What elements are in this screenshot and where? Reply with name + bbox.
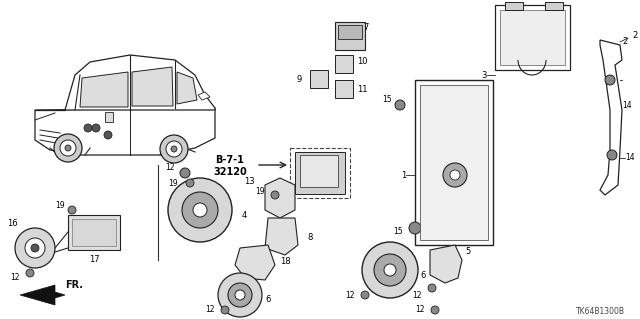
Polygon shape bbox=[265, 218, 298, 255]
Bar bbox=[310, 70, 328, 88]
Text: 2: 2 bbox=[632, 32, 637, 41]
Circle shape bbox=[31, 244, 39, 252]
Circle shape bbox=[362, 242, 418, 298]
Circle shape bbox=[607, 150, 617, 160]
Circle shape bbox=[26, 269, 34, 277]
Text: 12: 12 bbox=[10, 273, 20, 283]
Circle shape bbox=[395, 100, 405, 110]
Circle shape bbox=[193, 203, 207, 217]
Circle shape bbox=[409, 222, 421, 234]
Polygon shape bbox=[430, 245, 462, 283]
Circle shape bbox=[186, 179, 194, 187]
Circle shape bbox=[605, 75, 615, 85]
Text: 2: 2 bbox=[622, 38, 627, 47]
Bar bbox=[338, 25, 362, 39]
Circle shape bbox=[160, 135, 188, 163]
Bar bbox=[105, 112, 113, 122]
Bar bbox=[500, 10, 565, 65]
Circle shape bbox=[92, 124, 100, 132]
Circle shape bbox=[54, 134, 82, 162]
Circle shape bbox=[15, 228, 55, 268]
Circle shape bbox=[84, 124, 92, 132]
Text: 4: 4 bbox=[242, 211, 247, 219]
Circle shape bbox=[68, 206, 76, 214]
Circle shape bbox=[374, 254, 406, 286]
Bar bbox=[420, 85, 488, 240]
Circle shape bbox=[104, 131, 112, 139]
Circle shape bbox=[25, 238, 45, 258]
Circle shape bbox=[428, 284, 436, 292]
Text: 17: 17 bbox=[89, 256, 99, 264]
Text: 12: 12 bbox=[415, 306, 425, 315]
Polygon shape bbox=[198, 92, 210, 100]
Bar bbox=[415, 80, 493, 245]
Text: 9: 9 bbox=[297, 75, 302, 84]
Text: 6: 6 bbox=[420, 271, 426, 279]
Polygon shape bbox=[265, 178, 295, 218]
Circle shape bbox=[168, 178, 232, 242]
Text: FR.: FR. bbox=[65, 280, 83, 290]
Bar bbox=[505, 2, 523, 10]
Bar bbox=[335, 22, 365, 50]
Text: 16: 16 bbox=[8, 219, 18, 227]
Circle shape bbox=[361, 291, 369, 299]
Text: 11: 11 bbox=[357, 85, 367, 94]
Bar bbox=[295, 152, 345, 194]
Text: 10: 10 bbox=[357, 56, 367, 65]
Circle shape bbox=[171, 146, 177, 152]
Polygon shape bbox=[132, 67, 173, 106]
Text: TK64B1300B: TK64B1300B bbox=[576, 308, 625, 316]
Polygon shape bbox=[495, 5, 570, 70]
Bar bbox=[335, 55, 353, 73]
Circle shape bbox=[60, 140, 76, 156]
Bar bbox=[545, 2, 563, 10]
Text: 32120: 32120 bbox=[213, 167, 247, 177]
Circle shape bbox=[235, 290, 245, 300]
Circle shape bbox=[166, 141, 182, 157]
Circle shape bbox=[218, 273, 262, 317]
Circle shape bbox=[384, 264, 396, 276]
Circle shape bbox=[65, 145, 71, 151]
Text: 12: 12 bbox=[205, 306, 215, 315]
Bar bbox=[68, 215, 120, 250]
Bar bbox=[290, 148, 350, 198]
Circle shape bbox=[271, 191, 279, 199]
Text: 6: 6 bbox=[265, 295, 270, 305]
Text: 12: 12 bbox=[166, 164, 175, 173]
Circle shape bbox=[228, 283, 252, 307]
Circle shape bbox=[180, 168, 190, 178]
Bar bbox=[335, 80, 353, 98]
Circle shape bbox=[443, 163, 467, 187]
Polygon shape bbox=[65, 55, 215, 110]
Text: 19: 19 bbox=[168, 179, 178, 188]
Polygon shape bbox=[235, 245, 275, 280]
Polygon shape bbox=[177, 72, 197, 104]
Circle shape bbox=[182, 192, 218, 228]
Text: 18: 18 bbox=[280, 257, 291, 266]
Text: 13: 13 bbox=[244, 177, 255, 187]
Polygon shape bbox=[600, 40, 622, 195]
Circle shape bbox=[431, 306, 439, 314]
Text: 15: 15 bbox=[394, 227, 403, 236]
Text: 19: 19 bbox=[56, 201, 65, 210]
Text: 1: 1 bbox=[401, 170, 406, 180]
Text: 14: 14 bbox=[625, 153, 635, 162]
Circle shape bbox=[450, 170, 460, 180]
Text: 3: 3 bbox=[482, 70, 487, 79]
Bar bbox=[300, 155, 338, 187]
Text: 12: 12 bbox=[346, 291, 355, 300]
Text: 12: 12 bbox=[413, 291, 422, 300]
Text: 5: 5 bbox=[465, 248, 470, 256]
Polygon shape bbox=[80, 72, 128, 107]
Text: 7: 7 bbox=[363, 24, 369, 33]
Circle shape bbox=[221, 306, 229, 314]
Bar bbox=[72, 219, 116, 246]
Text: B-7-1: B-7-1 bbox=[216, 155, 244, 165]
Polygon shape bbox=[35, 108, 215, 155]
Polygon shape bbox=[20, 285, 65, 305]
Text: 19: 19 bbox=[255, 188, 265, 197]
Text: 14: 14 bbox=[622, 100, 632, 109]
Text: 15: 15 bbox=[382, 95, 392, 105]
Text: 8: 8 bbox=[307, 234, 312, 242]
